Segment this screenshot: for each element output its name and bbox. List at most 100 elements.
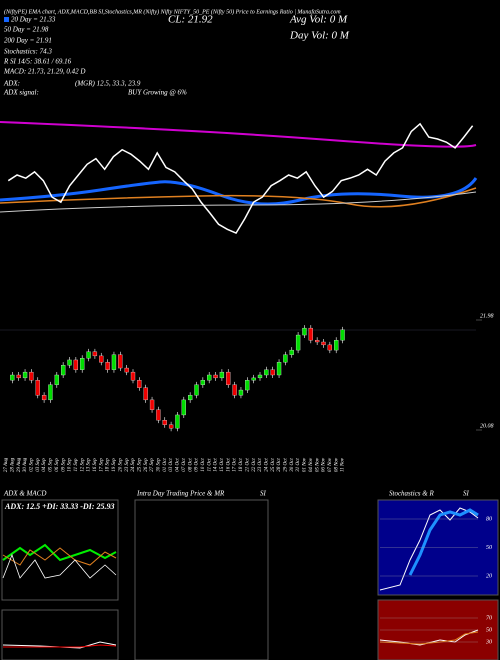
x-tick-label: 28 Oct (277, 458, 282, 472)
x-tick-label: 31 Oct (296, 458, 301, 472)
x-tick-label: 18 Oct (239, 458, 244, 472)
x-tick-label: 21 Oct (245, 458, 250, 472)
x-tick-label: 14 Oct (214, 458, 219, 472)
legend-ema50: 50 Day = 21.98 (4, 26, 49, 34)
x-tick-label: 17 Oct (233, 458, 238, 472)
adx-minus (2, 547, 117, 566)
x-tick-label: 05 Sep (49, 458, 54, 472)
x-tick-label: 09 Sep (61, 458, 66, 472)
stoch-title: Stochastics & R (389, 490, 434, 498)
candle (270, 369, 275, 376)
candle (314, 340, 320, 343)
x-tick-label: 12 Sep (80, 458, 85, 472)
x-tick-label: 22 Oct (252, 458, 257, 472)
intraday-title-suffix: SI (260, 490, 267, 498)
candle (264, 369, 269, 376)
price-line (7, 122, 474, 235)
x-tick-label: 03 Sep (36, 458, 41, 472)
candle (276, 362, 282, 376)
candle (54, 374, 59, 385)
y-tick-label: 21.98 (480, 313, 494, 319)
candle (181, 399, 186, 416)
ema-100 (0, 191, 477, 213)
x-tick-label: 16 Sep (93, 458, 98, 472)
x-tick-label: 04 Oct (176, 458, 181, 472)
x-tick-label: 01 Oct (163, 458, 168, 472)
panel-tick-label: 30 (485, 639, 492, 645)
adx-readout: ADX: 12.5 +DI: 33.33 -DI: 25.93 (4, 502, 114, 511)
candle (105, 362, 110, 370)
x-tick-label: 27 Aug (4, 457, 9, 472)
adx-signal: BUY Growing @ 6% (128, 89, 187, 97)
candle (175, 414, 180, 429)
stoch-k (379, 507, 479, 591)
adx-signal-label: ADX signal: (3, 89, 39, 97)
x-tick-label: 28 Aug (10, 457, 15, 472)
candle (22, 371, 28, 379)
candle (41, 395, 47, 401)
x-tick-label: 20 Sep (118, 458, 123, 472)
candle (61, 365, 66, 376)
candle (289, 349, 294, 355)
panel-tick-label: 50 (486, 627, 492, 633)
candle (99, 355, 104, 363)
candle (251, 377, 256, 381)
candle (80, 358, 85, 370)
x-tick-label: 26 Sep (144, 458, 149, 472)
candle (187, 395, 193, 401)
x-tick-label: 30 Oct (290, 458, 295, 472)
x-tick-label: 15 Oct (220, 458, 225, 472)
ema-200 (0, 121, 477, 148)
panel-tick-label: 50 (486, 545, 492, 551)
day-vol: Day Vol: 0 M (289, 30, 350, 42)
candle (124, 367, 129, 373)
macd-panel (1, 609, 119, 660)
candle (10, 374, 15, 381)
candle (35, 380, 40, 396)
rsi-stat: R SI 14/5: 38.61 / 69.16 (3, 58, 72, 66)
x-tick-label: 19 Sep (112, 458, 117, 472)
candle (238, 389, 244, 396)
header: (NiftyPE) EMA chart, ADX,MACD,BB SI,Stoc… (4, 8, 341, 15)
stoch-stat: Stochastics: 74.3 (4, 48, 52, 56)
candle (327, 344, 333, 351)
x-tick-label: 24 Oct (264, 458, 269, 472)
adx-title: ADX & MACD (3, 490, 46, 498)
x-tick-label: 04 Nov (309, 457, 314, 472)
candle (48, 384, 53, 401)
x-tick-label: 11 Nov (341, 457, 346, 472)
x-tick-label: 07 Nov (328, 457, 333, 472)
x-tick-label: 10 Oct (201, 458, 206, 472)
candle (194, 384, 199, 396)
macd-line (2, 641, 117, 649)
x-tick-label: 24 Sep (131, 458, 136, 472)
x-tick-label: 17 Sep (99, 458, 104, 472)
adx-line (2, 553, 117, 579)
legend-swatch (4, 17, 9, 22)
legend-ema20: 20 Day = 21.33 (11, 16, 56, 24)
x-tick-label: 04 Sep (42, 458, 47, 472)
x-tick-label: 25 Sep (137, 458, 142, 472)
intraday-panel (134, 499, 269, 660)
ema-20 (0, 177, 478, 206)
x-tick-label: 27 Sep (150, 458, 155, 472)
x-tick-label: 06 Nov (322, 457, 327, 472)
candle (92, 351, 98, 357)
x-tick-label: 07 Oct (182, 458, 187, 472)
x-tick-label: 02 Sep (30, 458, 35, 472)
x-tick-label: 01 Nov (303, 457, 308, 472)
x-tick-label: 30 Aug (23, 457, 28, 472)
close-text: CL: 21.92 (168, 14, 213, 26)
candle (86, 351, 91, 359)
candle (207, 374, 212, 381)
candle (29, 371, 34, 381)
candle (213, 374, 218, 379)
candle (308, 327, 313, 341)
candle (302, 327, 307, 336)
candle (162, 420, 167, 425)
intraday-title: Intra Day Trading Price & MR (136, 490, 225, 498)
x-tick-label: 08 Nov (334, 457, 339, 472)
candle (340, 329, 345, 341)
stoch-title-suffix: SI (463, 490, 470, 498)
